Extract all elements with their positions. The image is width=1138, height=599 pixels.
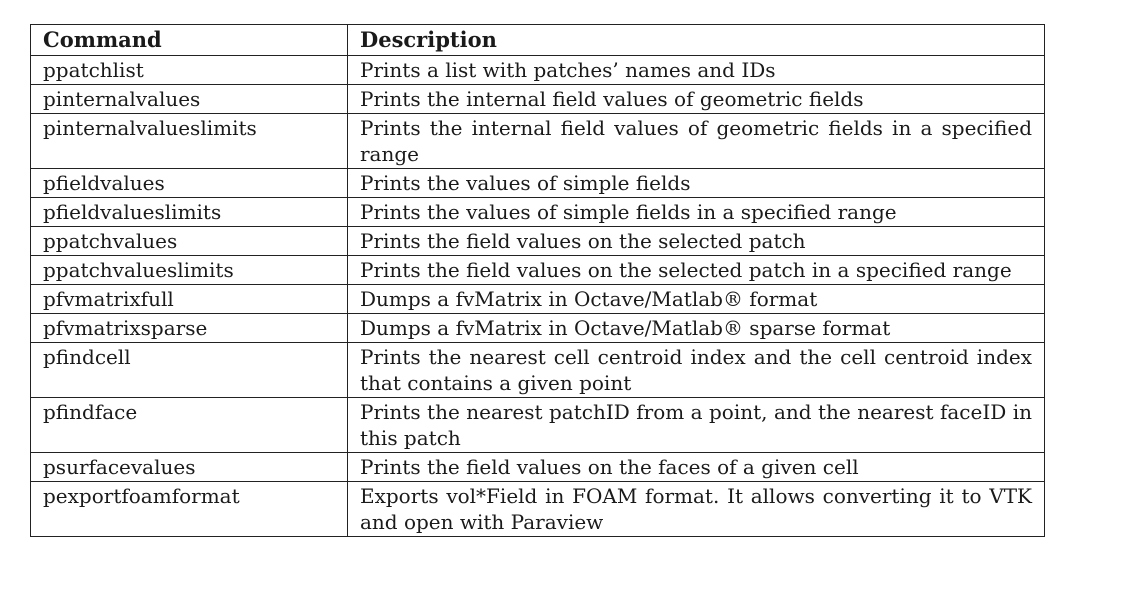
table-row: pfindcell Prints the nearest cell centro… <box>30 342 1045 398</box>
table-row: pinternalvalues Prints the internal fiel… <box>30 84 1045 114</box>
table-row: pexportfoamformat Exports vol*Field in F… <box>30 481 1045 537</box>
command-cell: pinternalvalueslimits <box>30 113 348 169</box>
description-cell: Dumps a fvMatrix in Octave/Matlab® forma… <box>347 284 1045 314</box>
command-cell: ppatchlist <box>30 55 348 85</box>
description-cell: Prints the field values on the selected … <box>347 255 1045 285</box>
description-cell: Prints the values of simple fields in a … <box>347 197 1045 227</box>
description-cell: Prints the nearest cell centroid index a… <box>347 342 1045 398</box>
command-cell: pfvmatrixfull <box>30 284 348 314</box>
table-row: pfvmatrixsparse Dumps a fvMatrix in Octa… <box>30 313 1045 343</box>
command-cell: pexportfoamformat <box>30 481 348 537</box>
description-cell: Exports vol*Field in FOAM format. It all… <box>347 481 1045 537</box>
table-row: pfindface Prints the nearest patchID fro… <box>30 397 1045 453</box>
command-cell: pfieldvalues <box>30 168 348 198</box>
table-row: ppatchvalues Prints the field values on … <box>30 226 1045 256</box>
table-row: pfieldvalueslimits Prints the values of … <box>30 197 1045 227</box>
description-cell: Prints the internal field values of geom… <box>347 113 1045 169</box>
description-cell: Prints the field values on the faces of … <box>347 452 1045 482</box>
table-header-row: Command Description <box>30 24 1045 56</box>
command-cell: pinternalvalues <box>30 84 348 114</box>
command-cell: psurfacevalues <box>30 452 348 482</box>
description-cell: Prints the internal field values of geom… <box>347 84 1045 114</box>
command-cell: pfindcell <box>30 342 348 398</box>
table-row: ppatchvalueslimits Prints the field valu… <box>30 255 1045 285</box>
command-cell: pfvmatrixsparse <box>30 313 348 343</box>
commands-table: Command Description ppatchlist Prints a … <box>30 24 1045 537</box>
command-cell: pfindface <box>30 397 348 453</box>
table-row: pfvmatrixfull Dumps a fvMatrix in Octave… <box>30 284 1045 314</box>
command-cell: pfieldvalueslimits <box>30 197 348 227</box>
description-cell: Prints a list with patches’ names and ID… <box>347 55 1045 85</box>
table-row: pinternalvalueslimits Prints the interna… <box>30 113 1045 169</box>
header-description: Description <box>347 24 1045 56</box>
header-command: Command <box>30 24 348 56</box>
description-cell: Dumps a fvMatrix in Octave/Matlab® spars… <box>347 313 1045 343</box>
description-cell: Prints the nearest patchID from a point,… <box>347 397 1045 453</box>
table-row: psurfacevalues Prints the field values o… <box>30 452 1045 482</box>
description-cell: Prints the values of simple fields <box>347 168 1045 198</box>
command-cell: ppatchvalueslimits <box>30 255 348 285</box>
table-row: ppatchlist Prints a list with patches’ n… <box>30 55 1045 85</box>
command-cell: ppatchvalues <box>30 226 348 256</box>
table-row: pfieldvalues Prints the values of simple… <box>30 168 1045 198</box>
description-cell: Prints the field values on the selected … <box>347 226 1045 256</box>
